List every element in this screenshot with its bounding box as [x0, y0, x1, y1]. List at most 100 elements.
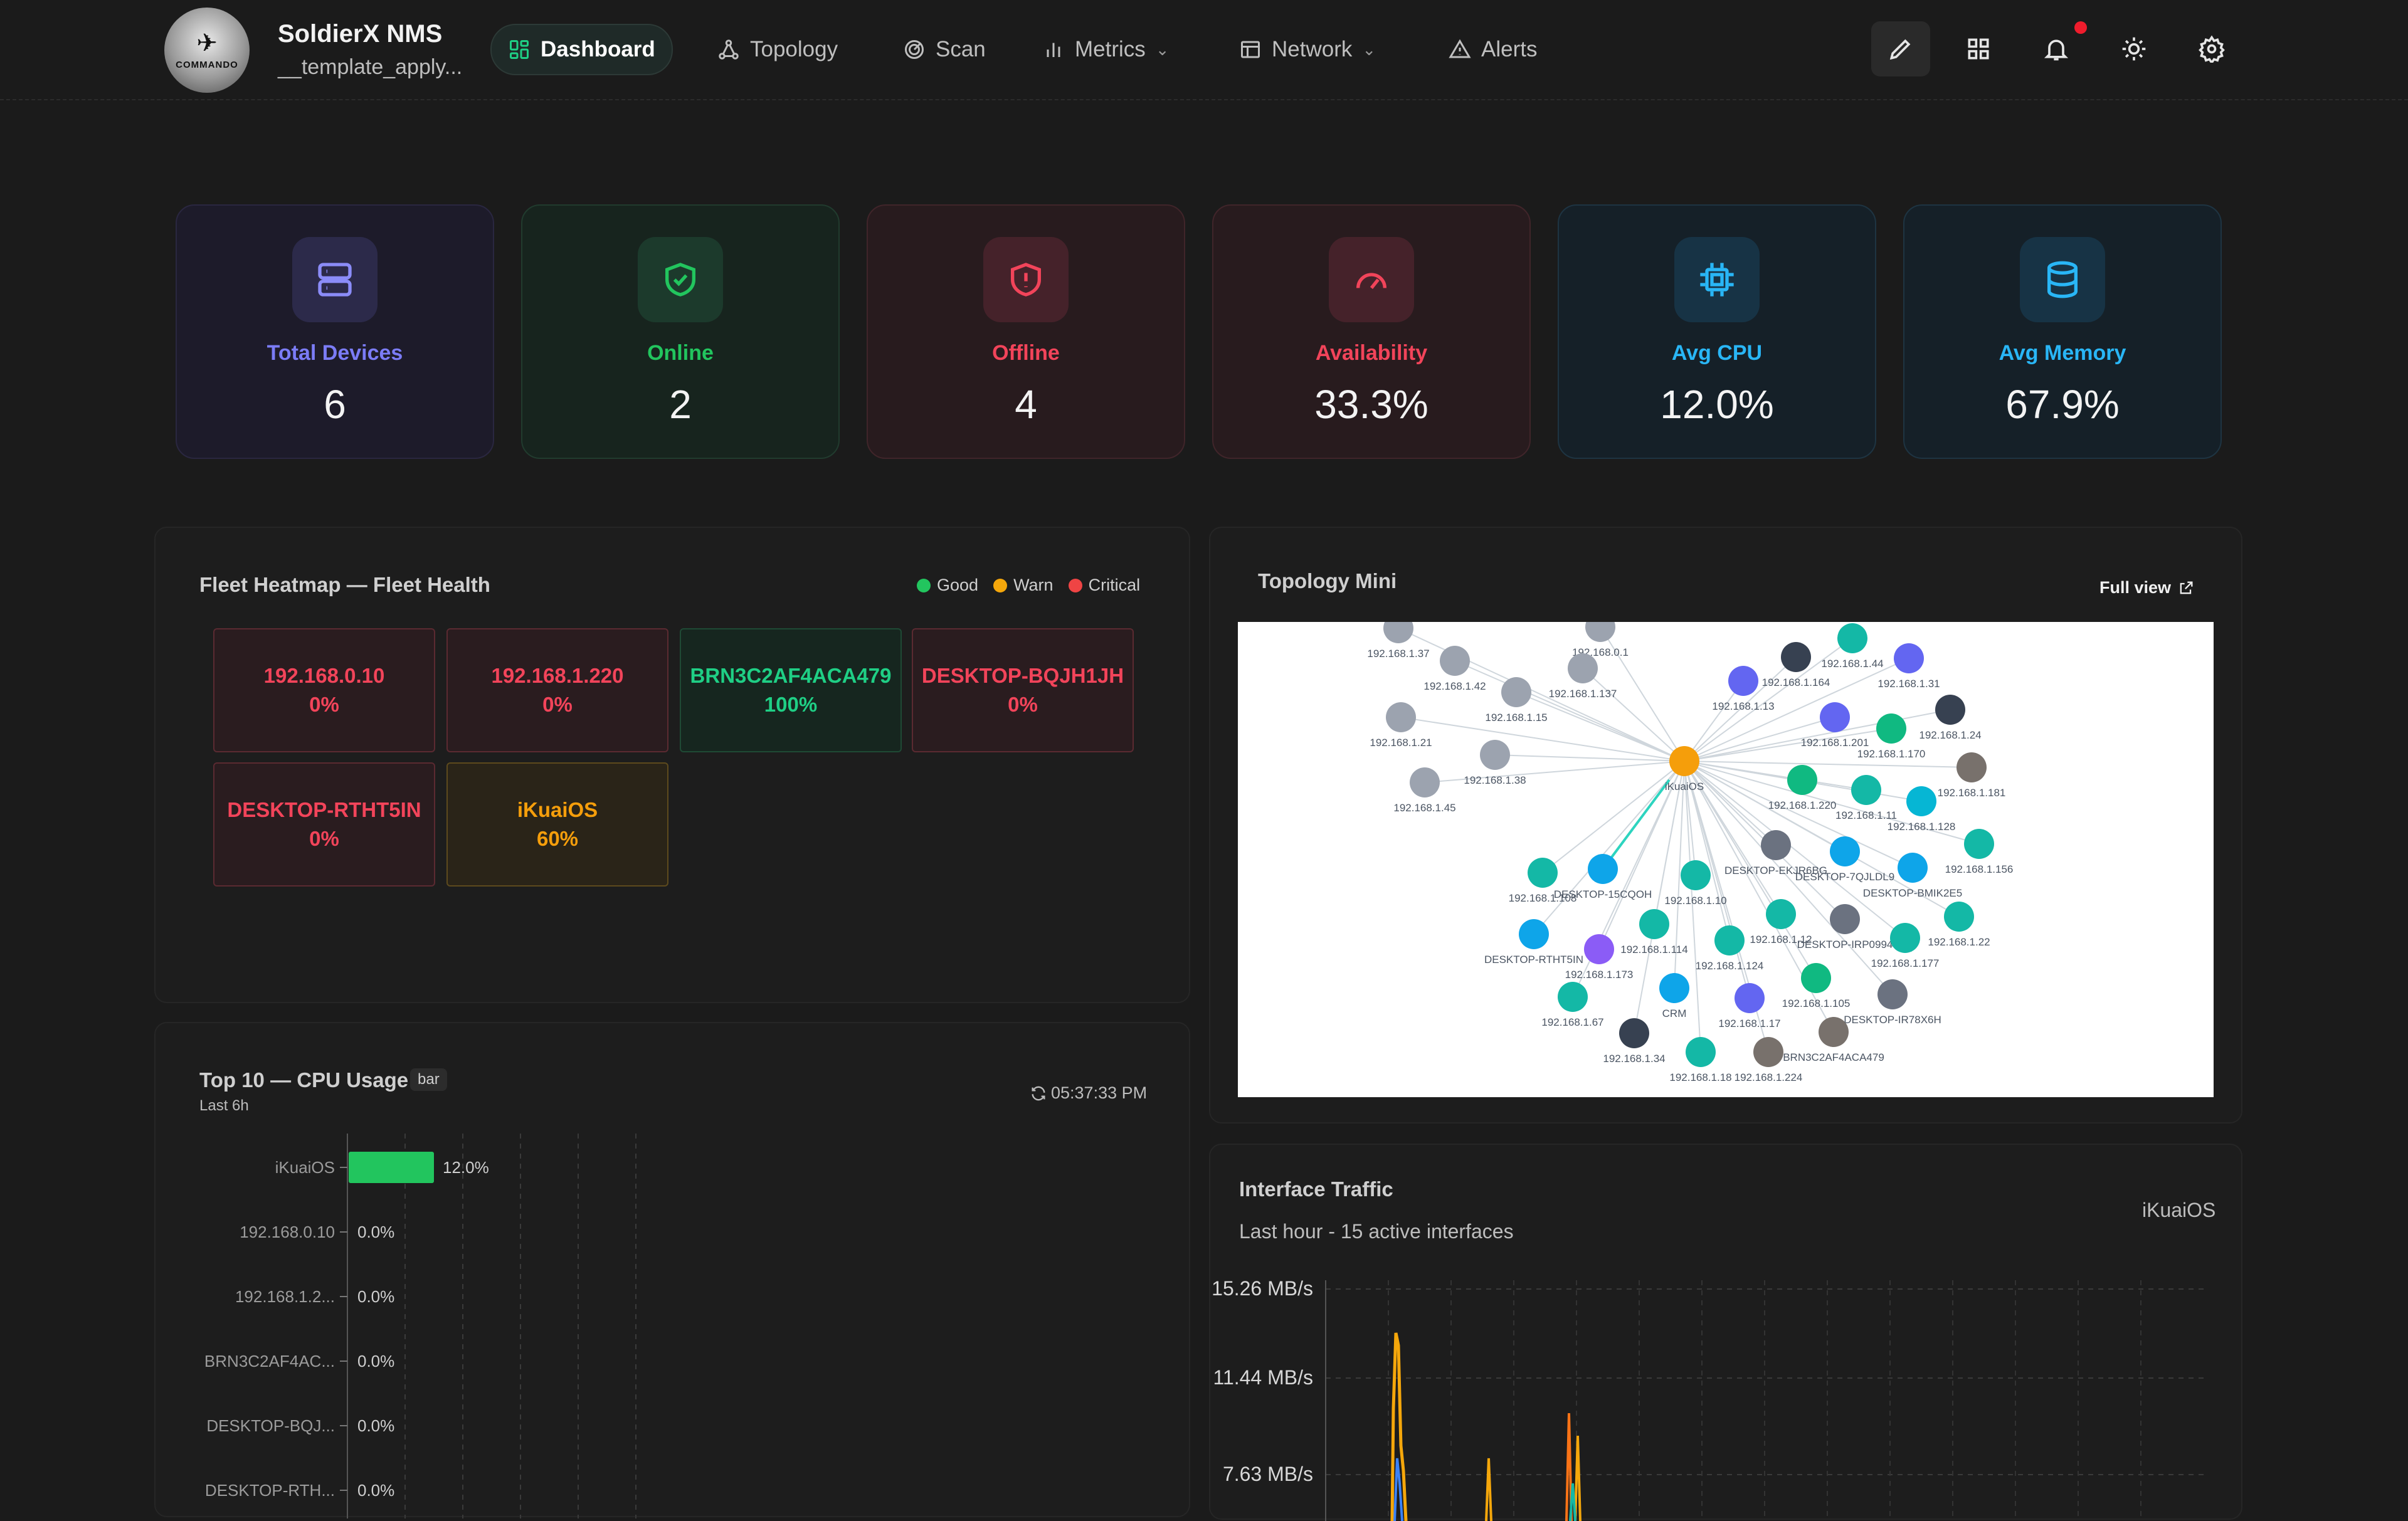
cpu-value-label: 0.0%: [357, 1287, 394, 1306]
good-dot-icon: [917, 578, 931, 592]
chart-type-tag[interactable]: bar: [410, 1068, 447, 1091]
topology-node-label: 192.168.1.31: [1877, 678, 1940, 690]
nav-label: Metrics: [1075, 37, 1146, 61]
nav-dashboard[interactable]: Dashboard: [490, 24, 673, 75]
server-icon: [292, 237, 378, 322]
stat-card-avg-memory[interactable]: Avg Memory 67.9%: [1903, 204, 2222, 459]
topology-node: [1681, 860, 1711, 890]
shield-check-icon: [638, 237, 723, 322]
topology-node-label: 192.168.1.12: [1750, 934, 1812, 945]
nav-scan[interactable]: Scan: [887, 24, 1002, 75]
topology-node-label: 192.168.1.13: [1712, 700, 1774, 712]
topology-node-label: 192.168.1.22: [1928, 936, 1990, 948]
heatmap-cell[interactable]: 192.168.1.220 0%: [446, 628, 668, 752]
topology-node-label: 192.168.1.224: [1735, 1071, 1803, 1083]
full-view-link[interactable]: Full view: [2099, 578, 2195, 597]
topology-edge: [1684, 761, 1701, 1053]
cell-value: 0%: [309, 827, 339, 850]
edit-icon: [1889, 39, 1911, 60]
cell-name: DESKTOP-RTHT5IN: [227, 798, 421, 821]
brand-logo[interactable]: ✈ COMMANDO: [164, 8, 250, 93]
nav-label: Topology: [750, 37, 838, 61]
nav-topology[interactable]: Topology: [701, 24, 854, 75]
topology-edge: [1684, 761, 1777, 846]
topology-edge: [1674, 761, 1685, 989]
nav-network[interactable]: Network ⌄: [1223, 24, 1392, 75]
time-label: 05:37:33 PM: [1051, 1083, 1148, 1102]
brand-subtitle[interactable]: __template_apply...: [278, 55, 463, 79]
nav-label: Scan: [936, 37, 986, 61]
stat-value: 6: [324, 382, 346, 427]
cpu-usage-panel: Top 10 — CPU Usage bar Last 6h 05:37:33 …: [154, 1022, 1190, 1518]
nav-metrics[interactable]: Metrics ⌄: [1026, 24, 1186, 75]
cell-value: 0%: [309, 693, 339, 716]
heatmap-cell[interactable]: DESKTOP-RTHT5IN 0%: [213, 762, 435, 887]
topology-node-label: 192.168.1.124: [1696, 960, 1764, 972]
topology-node: [1898, 853, 1928, 883]
topology-edge: [1572, 761, 1685, 997]
cell-name: 192.168.1.220: [491, 664, 624, 687]
warn-dot-icon: [993, 578, 1008, 592]
cell-name: 192.168.0.10: [263, 664, 385, 687]
heatmap-cell[interactable]: 192.168.0.10 0%: [213, 628, 435, 752]
topology-node: [1820, 702, 1850, 732]
stat-value: 2: [669, 382, 692, 427]
topology-edge: [1494, 754, 1685, 762]
critical-dot-icon: [1068, 578, 1082, 592]
topology-node-label: DESKTOP-IR78X6H: [1844, 1014, 1941, 1026]
notifications-button[interactable]: [2027, 21, 2086, 76]
stat-card-total-devices[interactable]: Total Devices 6: [176, 204, 494, 459]
topology-node-label: 192.168.1.181: [1938, 787, 2006, 799]
cpu-row-label: 192.168.1.2...: [235, 1287, 335, 1306]
topology-node-label: 192.168.1.156: [1945, 863, 2014, 875]
layout-button[interactable]: [1949, 21, 2008, 76]
gear-icon: [2199, 35, 2225, 63]
device-selector[interactable]: iKuaiOS: [2142, 1199, 2216, 1221]
topology-node-label: 192.168.1.128: [1888, 821, 1956, 833]
stat-card-online[interactable]: Online 2: [521, 204, 840, 459]
topology-node-label: 192.168.1.37: [1367, 648, 1429, 660]
cell-value: 60%: [536, 827, 579, 850]
heatmap-cell[interactable]: iKuaiOS 60%: [446, 762, 668, 887]
nav-alerts[interactable]: Alerts: [1432, 24, 1553, 75]
topology-node: [1830, 836, 1860, 866]
stat-card-availability[interactable]: Availability 33.3%: [1212, 204, 1531, 459]
cpu-value-label: 0.0%: [357, 1223, 394, 1241]
topology-node: [1781, 642, 1811, 672]
topology-node: [1386, 702, 1416, 732]
stat-card-offline[interactable]: Offline 4: [867, 204, 1185, 459]
topology-node: [1801, 963, 1831, 993]
nav-label: Dashboard: [541, 37, 655, 61]
warning-icon: [1449, 39, 1471, 58]
topology-node: [1877, 979, 1908, 1009]
panel-title: Interface Traffic: [1239, 1177, 1393, 1201]
topology-graph[interactable]: 192.168.1.37192.168.1.42192.168.0.1192.1…: [1238, 622, 2214, 1097]
topology-edge: [1684, 761, 1980, 845]
topology-edge: [1454, 660, 1685, 762]
topology-node: [1501, 677, 1531, 707]
topology-node-label: 192.168.1.173: [1565, 969, 1634, 981]
topology-node: [1935, 695, 1965, 725]
heatmap-cell[interactable]: DESKTOP-BQJH1JH 0%: [912, 628, 1134, 752]
refresh-time[interactable]: 05:37:33 PM: [1030, 1083, 1147, 1103]
table-icon: [1241, 41, 1260, 58]
theme-toggle[interactable]: [2104, 21, 2163, 76]
heatmap-cell[interactable]: BRN3C2AF4ACA479 100%: [680, 628, 902, 752]
y-tick-label: 7.63 MB/s: [1223, 1463, 1313, 1485]
cell-name: BRN3C2AF4ACA479: [690, 664, 892, 687]
topology-node: [1410, 767, 1440, 797]
topology-edge: [1398, 628, 1685, 762]
topology-edge: [1684, 680, 1744, 762]
topology-node-label: 192.168.1.108: [1509, 892, 1577, 904]
legend-label: Good: [937, 576, 979, 594]
topology-canvas[interactable]: 192.168.1.37 192.168.1.42 192.168.0.1 192.1…: [1238, 622, 2214, 1097]
interface-traffic-panel: Interface Traffic Last hour - 15 active …: [1209, 1144, 2242, 1521]
topology-node: [1787, 765, 1817, 795]
topology-node: [1890, 923, 1920, 953]
edit-button[interactable]: [1871, 21, 1930, 76]
stat-card-avg-cpu[interactable]: Avg CPU 12.0%: [1558, 204, 1876, 459]
cpu-row-label: BRN3C2AF4AC...: [204, 1352, 335, 1371]
topology-node: [1519, 919, 1549, 949]
settings-button[interactable]: [2182, 21, 2241, 76]
topology-node-label: 192.168.1.137: [1549, 688, 1617, 700]
